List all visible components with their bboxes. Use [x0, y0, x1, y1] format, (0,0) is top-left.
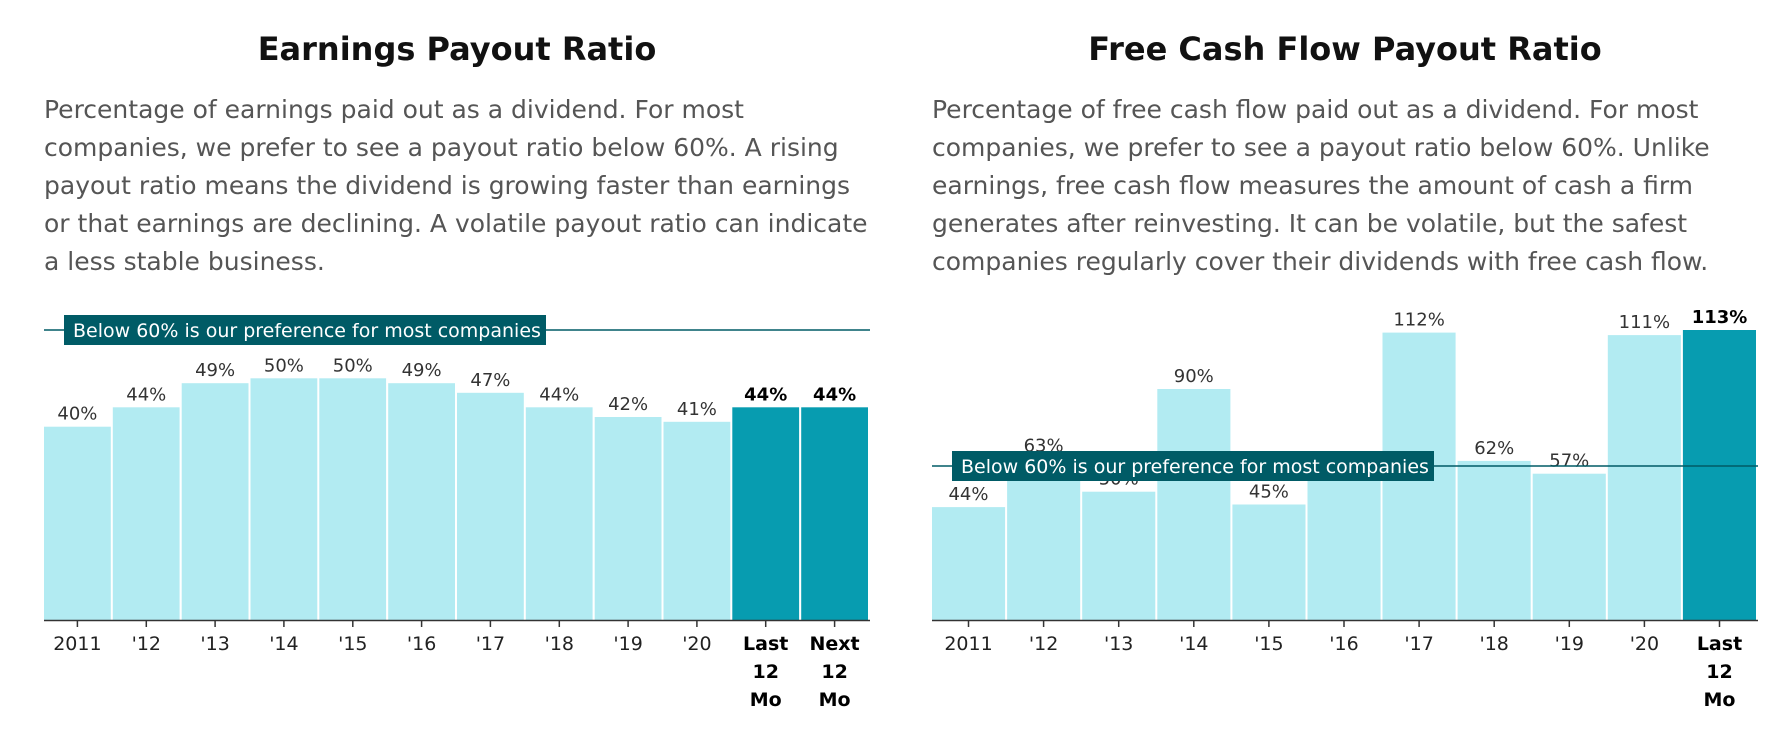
bar — [319, 378, 387, 620]
earnings-payout-chart: 40% 44% 49% 50% 50% 49% 47% 44% 42% 41% 44% 44% Belo… — [44, 315, 870, 711]
reference-label-box — [952, 451, 1434, 481]
x-tick-label: '13 — [200, 633, 229, 655]
x-tick-label: '17 — [476, 633, 505, 655]
bar — [1532, 473, 1606, 620]
bar — [1682, 330, 1756, 620]
bar — [732, 407, 800, 620]
bar — [1007, 458, 1081, 620]
bar — [801, 407, 868, 620]
bar-value-label: 112% — [1393, 310, 1444, 331]
x-tick-label: '12 — [1029, 633, 1058, 655]
bar-value-label: 45% — [1249, 482, 1289, 503]
bar — [250, 378, 318, 620]
bar-value-label: 113% — [1692, 307, 1748, 328]
x-tick-label: '14 — [1179, 633, 1208, 655]
x-tick-label: '17 — [1404, 633, 1433, 655]
bar-value-label: 41% — [677, 399, 717, 420]
x-tick-label: Next 12 Mo — [810, 633, 860, 711]
x-tick-label: '20 — [682, 633, 711, 655]
bar — [663, 421, 731, 620]
bar — [388, 383, 455, 620]
x-tick-label: 2011 — [53, 633, 101, 655]
x-tick-label: Last 12 Mo — [1697, 633, 1742, 711]
bar-value-label: 42% — [608, 394, 648, 415]
x-tick-label: '18 — [1479, 633, 1508, 655]
bar — [44, 426, 111, 620]
chart-title: Free Cash Flow Payout Ratio — [1088, 30, 1602, 68]
chart-description: Percentage of free cash flow paid out as… — [932, 95, 1710, 276]
fcf-payout-chart: 44%63%50%90%45%112%62%57%111%113%Below 6… — [932, 307, 1758, 711]
bar-value-label: 49% — [195, 360, 235, 381]
bar-value-label: 50% — [333, 355, 373, 376]
bar — [594, 417, 662, 620]
x-tick-label: '15 — [338, 633, 367, 655]
bar — [457, 392, 524, 620]
fcf-payout-panel: Free Cash Flow Payout Ratio Percentage o… — [932, 0, 1758, 742]
reference-label: Below 60% is our preference for most com… — [961, 456, 1429, 478]
x-tick-label: '20 — [1630, 633, 1659, 655]
bar-value-label: 111% — [1619, 312, 1670, 333]
bar — [525, 407, 593, 620]
bar-value-label: 62% — [1474, 438, 1514, 459]
bar-value-label: 49% — [402, 360, 442, 381]
bar-value-label: 40% — [57, 404, 97, 425]
x-tick-label: '12 — [132, 633, 161, 655]
x-tick-label: '14 — [269, 633, 298, 655]
bar — [1307, 466, 1381, 620]
bar — [1607, 335, 1681, 620]
x-tick-label: '16 — [1329, 633, 1358, 655]
chart-description: Percentage of earnings paid out as a div… — [44, 95, 868, 276]
x-tick-label: 2011 — [944, 633, 992, 655]
bar — [1157, 389, 1231, 620]
x-tick-label: '18 — [545, 633, 574, 655]
reference-label: Below 60% is our preference for most com… — [73, 320, 541, 342]
bar-value-label: 90% — [1174, 366, 1214, 387]
x-tick-label: '13 — [1104, 633, 1133, 655]
x-tick-label: '16 — [407, 633, 436, 655]
bar-value-label: 44% — [539, 384, 579, 405]
bar — [1457, 460, 1531, 620]
x-tick-label: Last 12 Mo — [743, 633, 788, 711]
x-tick-label: '19 — [613, 633, 642, 655]
bar-value-label: 44% — [744, 384, 787, 405]
bar-value-label: 57% — [1549, 451, 1589, 472]
earnings-payout-panel: Earnings Payout Ratio Percentage of earn… — [44, 0, 870, 742]
bar-value-label: 44% — [813, 384, 856, 405]
chart-title: Earnings Payout Ratio — [257, 30, 657, 68]
bar-value-label: 44% — [126, 384, 166, 405]
bar — [1232, 504, 1306, 620]
bar-value-label: 44% — [948, 484, 988, 505]
x-tick-label: '19 — [1555, 633, 1584, 655]
bar — [1082, 491, 1156, 620]
x-tick-label: '15 — [1254, 633, 1283, 655]
reference-label-box — [64, 315, 546, 345]
bar — [112, 407, 180, 620]
bar-value-label: 47% — [470, 370, 510, 391]
bar — [181, 383, 249, 620]
bar — [932, 507, 1006, 620]
bar-value-label: 50% — [264, 355, 304, 376]
